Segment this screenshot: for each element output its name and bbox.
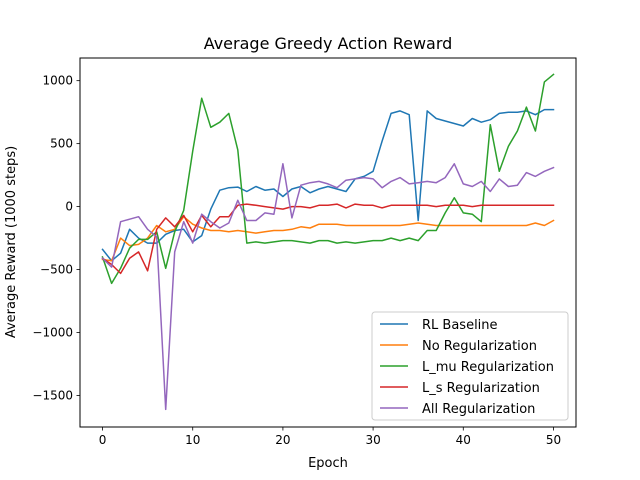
y-tick-label: 500 bbox=[50, 137, 73, 151]
legend-label-1: No Regularization bbox=[422, 339, 537, 354]
series-line-0 bbox=[101, 108, 555, 262]
chart-title: Average Greedy Action Reward bbox=[204, 34, 453, 53]
series-line-4 bbox=[101, 163, 555, 411]
legend-label-2: L_mu Regularization bbox=[422, 360, 554, 375]
y-tick-label: −500 bbox=[40, 263, 73, 277]
x-tick-label: 10 bbox=[185, 433, 200, 447]
x-axis: 0 10 20 30 40 50 bbox=[99, 427, 561, 447]
y-axis: −1500 −1000 −500 0 500 1000 bbox=[32, 74, 80, 403]
legend: RL Baseline No Regularization L_mu Regular… bbox=[371, 311, 569, 421]
legend-label-3: L_s Regularization bbox=[422, 381, 540, 396]
y-tick-label: 0 bbox=[65, 200, 73, 214]
plot-frame bbox=[79, 57, 577, 428]
legend-label-0: RL Baseline bbox=[422, 318, 498, 333]
x-tick-label: 40 bbox=[456, 433, 471, 447]
y-tick-label: 1000 bbox=[42, 74, 73, 88]
y-tick-label: −1000 bbox=[32, 326, 73, 340]
series-line-3 bbox=[101, 203, 555, 275]
y-tick-label: −1500 bbox=[32, 389, 73, 403]
legend-box bbox=[371, 311, 569, 421]
series-line-2 bbox=[101, 73, 555, 285]
x-axis-label: Epoch bbox=[308, 456, 348, 471]
legend-label-4: All Regularization bbox=[422, 402, 535, 417]
plot-content bbox=[101, 73, 555, 411]
y-axis-label: Average Reward (1000 steps) bbox=[4, 146, 19, 338]
x-tick-label: 0 bbox=[99, 433, 107, 447]
x-tick-label: 20 bbox=[275, 433, 290, 447]
x-tick-label: 30 bbox=[365, 433, 380, 447]
x-tick-label: 50 bbox=[546, 433, 561, 447]
